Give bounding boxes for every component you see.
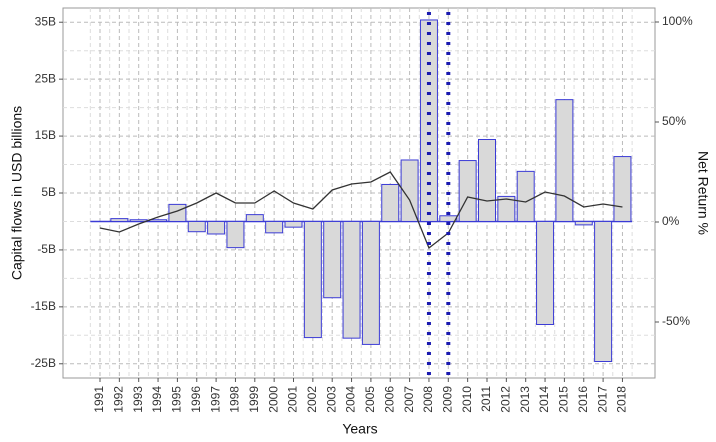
- bar: [536, 220, 555, 325]
- y-tick-label: 35B: [35, 14, 56, 28]
- x-tick-label: 2011: [479, 386, 493, 412]
- x-tick-label: 2000: [266, 386, 280, 413]
- x-tick-label: 1991: [92, 386, 106, 413]
- y-tick-label: 25B: [35, 71, 56, 85]
- x-tick-label: 2001: [286, 386, 300, 413]
- x-tick-label: 2016: [576, 386, 590, 413]
- x-tick-label: 1993: [131, 386, 145, 413]
- x-axis-title: Years: [342, 421, 377, 437]
- bar: [458, 160, 477, 222]
- bar: [226, 220, 245, 249]
- bar: [497, 195, 516, 222]
- x-tick-label: 2007: [402, 386, 416, 413]
- bar: [323, 220, 342, 299]
- bar: [594, 220, 613, 362]
- x-tick-label: 2014: [537, 386, 551, 413]
- x-tick-label: 1999: [247, 386, 261, 413]
- bar: [187, 220, 206, 233]
- x-tick-label: 2018: [615, 386, 629, 413]
- y2-tick-label: -50%: [662, 314, 690, 328]
- x-tick-label: 2010: [460, 386, 474, 413]
- y2-tick-label: 0%: [662, 214, 680, 228]
- x-tick-label: 2013: [518, 386, 532, 413]
- bar: [574, 220, 593, 226]
- bar: [284, 220, 303, 228]
- y-tick-label: 5B: [41, 185, 56, 199]
- y-tick-label: -25B: [31, 356, 56, 370]
- x-tick-label: 1994: [150, 386, 164, 413]
- bar: [439, 215, 458, 222]
- bar: [381, 183, 400, 222]
- x-tick-label: 2003: [324, 386, 338, 413]
- y2-tick-label: 50%: [662, 114, 686, 128]
- x-tick-label: 2002: [305, 386, 319, 413]
- bar: [110, 218, 129, 222]
- bar: [555, 99, 574, 222]
- bar: [478, 138, 496, 222]
- x-tick-label: 2015: [557, 386, 571, 413]
- y2-tick-label: 100%: [662, 14, 693, 28]
- bar: [207, 220, 226, 235]
- y-tick-label: -15B: [31, 299, 56, 313]
- x-tick-label: 2017: [595, 386, 609, 413]
- bar: [361, 220, 380, 345]
- bar: [516, 170, 535, 222]
- y-tick-label: -5B: [37, 242, 56, 256]
- bar: [613, 156, 632, 222]
- x-tick-label: 2004: [344, 386, 358, 413]
- y2-axis-title: Net Return %: [695, 151, 711, 235]
- bar: [342, 220, 361, 339]
- y-axis-title: Capital flows in USD billions: [9, 106, 25, 280]
- x-tick-label: 2008: [421, 386, 435, 413]
- x-tick-label: 1995: [170, 386, 184, 413]
- x-tick-label: 1992: [112, 386, 126, 413]
- bar: [419, 19, 438, 222]
- x-tick-label: 1997: [208, 386, 222, 413]
- line: [99, 171, 623, 250]
- bar: [265, 220, 284, 234]
- x-tick-label: 1998: [228, 386, 242, 413]
- x-tick-label: 1996: [189, 386, 203, 413]
- x-tick-label: 2005: [363, 386, 377, 413]
- x-tick-label: 2006: [382, 386, 396, 413]
- x-tick-label: 2009: [440, 386, 454, 413]
- bar: [245, 214, 264, 222]
- x-tick-label: 2012: [499, 386, 513, 413]
- y-tick-label: 15B: [35, 128, 56, 142]
- bar: [303, 220, 322, 339]
- bar: [400, 159, 419, 222]
- bar: [149, 219, 168, 222]
